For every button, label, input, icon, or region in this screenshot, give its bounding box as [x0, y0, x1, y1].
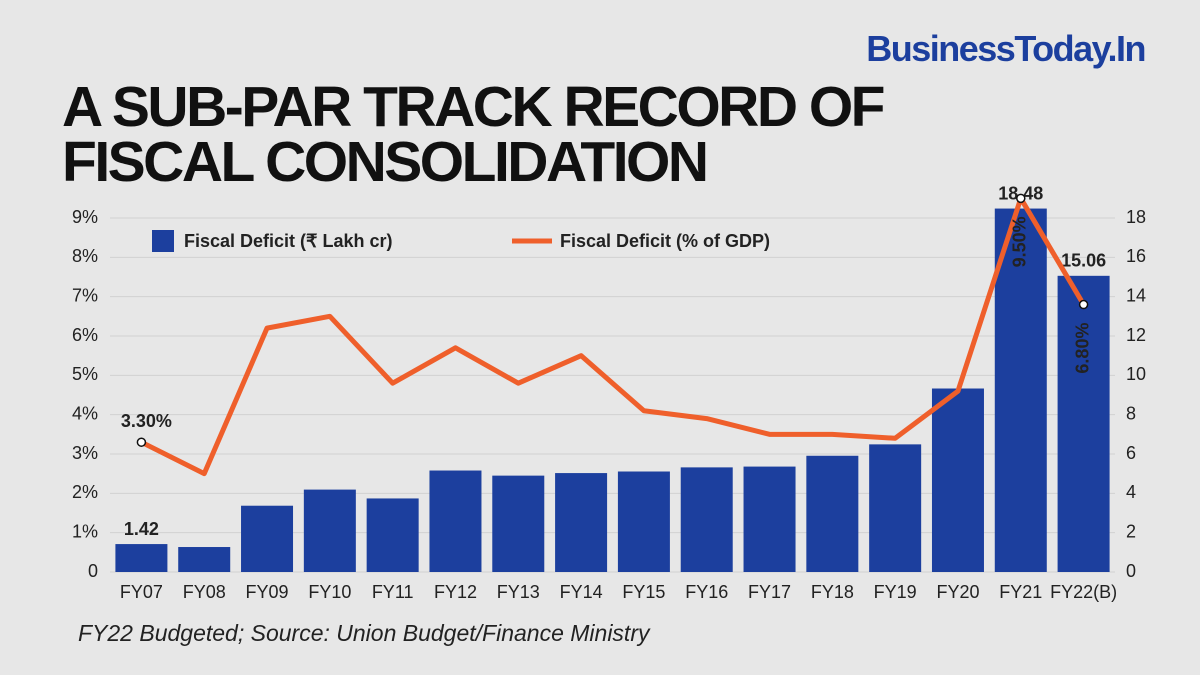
bar-value-label: 18.48: [998, 183, 1043, 203]
x-tick-label: FY17: [748, 582, 791, 602]
y-tick-label: 4%: [72, 403, 98, 423]
bar-value-label: 15.06: [1061, 251, 1106, 271]
line-value-label: 6.80%: [1072, 323, 1092, 374]
point-marker: [1016, 193, 1026, 204]
bar-value-label: 1.42: [124, 519, 159, 539]
y-tick-label: 9%: [72, 207, 98, 227]
bar: [680, 467, 733, 572]
x-tick-label: FY18: [811, 582, 854, 602]
x-tick-label: FY20: [936, 582, 979, 602]
point-marker: [136, 437, 147, 447]
x-tick-label: FY09: [246, 582, 289, 602]
y-tick-label: 3%: [72, 443, 98, 463]
chart-title: A SUB-PAR TRACK RECORD OF FISCAL CONSOLI…: [62, 75, 885, 194]
y2-tick-label: 6: [1126, 443, 1136, 463]
y-tick-label: 2%: [72, 482, 98, 502]
y-tick-label: 0: [88, 561, 98, 581]
y-tick-label: 7%: [72, 285, 98, 305]
y2-tick-label: 0: [1126, 561, 1136, 581]
x-tick-label: FY13: [497, 582, 540, 602]
line: [140, 195, 1086, 477]
y2-tick-label: 14: [1126, 285, 1146, 305]
y2-tick-label: 2: [1126, 521, 1136, 541]
y-tick-label: 6%: [72, 325, 98, 345]
x-tick-label: FY22(B): [1050, 582, 1117, 602]
x-tick-label: FY08: [183, 582, 226, 602]
y2-tick-label: 8: [1126, 403, 1136, 423]
x-tick-label: FY11: [372, 582, 414, 602]
y-tick-label: 1%: [72, 521, 98, 541]
brand: BusinessToday.In: [866, 28, 1146, 69]
y2-tick-label: 16: [1126, 246, 1146, 266]
y-tick-label: 5%: [72, 364, 98, 384]
y2-tick-label: 4: [1126, 482, 1136, 502]
legend-label: Fiscal Deficit (% of GDP): [560, 231, 770, 251]
x-tick-label: FY14: [560, 582, 603, 602]
x-tick-label: FY12: [434, 582, 477, 602]
line-value-label: 9.50%: [1010, 216, 1030, 267]
y2-tick-label: 12: [1126, 325, 1146, 345]
x-tick-label: FY16: [685, 582, 728, 602]
x-tick-label: FY10: [308, 582, 351, 602]
point-marker: [1078, 299, 1089, 310]
chart: 0 1% 2% 3% 4% 5% 6% 7% 8% 9% 0 2 4 6 8 10 12 14 16 18 FY07 FY…: [72, 183, 1146, 602]
bar: [492, 475, 545, 572]
bar: [869, 444, 922, 572]
bar: [806, 455, 859, 572]
y2-tick-label: 10: [1126, 364, 1146, 384]
bar: [303, 489, 356, 572]
bar: [115, 544, 168, 572]
footnote: FY22 Budgeted; Source: Union Budget/Fina…: [78, 620, 650, 646]
x-tick-label: FY07: [120, 582, 163, 602]
bar: [555, 473, 608, 572]
x-tick-label: FY21: [999, 582, 1042, 602]
bar: [743, 466, 796, 572]
x-tick-label: FY15: [622, 582, 665, 602]
line-value-label: 3.30%: [121, 411, 172, 431]
x-tick-label: FY19: [874, 582, 917, 602]
bar: [429, 470, 482, 572]
bar: [241, 505, 294, 572]
bar: [931, 388, 984, 572]
bar: [1057, 275, 1110, 572]
bar: [994, 208, 1047, 572]
bar: [617, 471, 670, 572]
bar: [178, 547, 231, 572]
legend-swatch: [152, 230, 174, 252]
legend-label: Fiscal Deficit (₹ Lakh cr): [184, 231, 393, 251]
y-tick-label: 8%: [72, 246, 98, 266]
bar: [366, 498, 419, 572]
y2-tick-label: 18: [1126, 207, 1146, 227]
